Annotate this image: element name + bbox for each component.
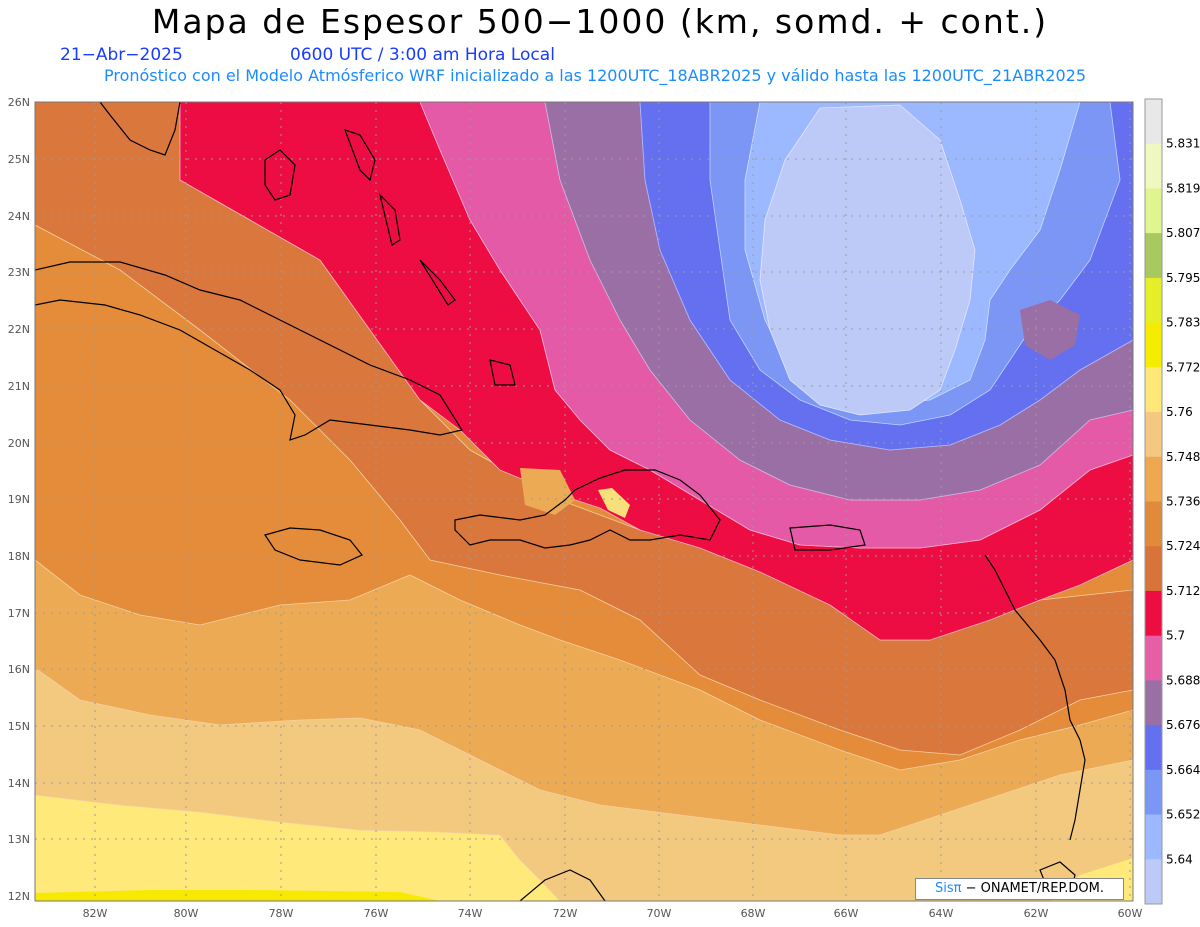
lon-tick-label: 82W	[83, 907, 108, 920]
colorbar-swatch	[1145, 188, 1162, 234]
credit-box: Sisπ − ONAMET/REP.DOM.	[915, 878, 1124, 900]
colorbar-label: 5.795	[1166, 271, 1200, 285]
colorbar-label: 5.7	[1166, 629, 1185, 643]
colorbar-label: 5.819	[1166, 181, 1200, 195]
lat-axis: 26N 25N 24N 23N 22N 21N 20N 19N 18N 17N …	[8, 96, 30, 903]
colorbar-label: 5.736	[1166, 495, 1200, 509]
small-yellow-cell	[598, 488, 630, 518]
colorbar-swatch	[1145, 367, 1162, 413]
colorbar-swatch	[1145, 814, 1162, 860]
lat-tick-label: 15N	[8, 720, 30, 733]
colorbar-swatch	[1145, 635, 1162, 681]
lat-tick-label: 23N	[8, 266, 30, 279]
lat-tick-label: 26N	[8, 96, 30, 109]
lat-tick-label: 12N	[8, 890, 30, 903]
lon-tick-label: 74W	[458, 907, 483, 920]
colorbar-swatch	[1145, 99, 1162, 145]
lat-tick-label: 13N	[8, 833, 30, 846]
lat-tick-label: 24N	[8, 210, 30, 223]
florida-coast	[99, 102, 181, 156]
bahamas-inagua	[489, 359, 516, 386]
colorbar-swatch	[1145, 590, 1162, 637]
colorbar-label: 5.807	[1166, 226, 1200, 240]
plot-frame	[34, 101, 1134, 902]
colorbar-swatch	[1145, 680, 1162, 726]
lat-tick-label: 21N	[8, 380, 30, 393]
colorbar-label: 5.772	[1166, 360, 1200, 374]
colorbar-swatch	[1145, 143, 1162, 189]
colorbar-swatch	[1145, 456, 1162, 502]
coastlines	[35, 102, 1086, 901]
colorbar-label: 5.64	[1166, 852, 1193, 866]
lon-tick-label: 78W	[269, 907, 294, 920]
colorbar-swatch	[1145, 546, 1162, 592]
colorbar-label: 5.652	[1166, 808, 1200, 822]
lat-tick-label: 17N	[8, 607, 30, 620]
colorbar-label: 5.748	[1166, 450, 1200, 464]
brand-logo-text: Sisπ	[934, 881, 962, 896]
colorbar-label: 5.664	[1166, 763, 1200, 777]
lon-tick-label: 60W	[1118, 907, 1143, 920]
lat-tick-label: 25N	[8, 153, 30, 166]
jamaica-coast	[264, 527, 363, 566]
small-purple-cell	[1020, 300, 1080, 360]
lat-tick-label: 19N	[8, 493, 30, 506]
credit-text: − ONAMET/REP.DOM.	[961, 881, 1104, 896]
colorbar-swatch	[1145, 769, 1162, 816]
thickness-field	[35, 102, 1133, 901]
colorbar-label: 5.831	[1166, 137, 1200, 151]
band-yellow-pale	[35, 794, 561, 901]
south-america-coast	[519, 869, 606, 901]
bahamas-exuma	[419, 259, 456, 306]
model-info: Pronóstico con el Modelo Atmósferico WRF…	[103, 66, 1086, 85]
band-lavender	[759, 104, 976, 416]
bahamas-eleuthera	[378, 193, 401, 246]
lat-tick-label: 18N	[8, 550, 30, 563]
colorbar-label: 5.724	[1166, 539, 1200, 553]
colorbar-label: 5.76	[1166, 405, 1193, 419]
graticule	[35, 102, 1133, 901]
colorbar-swatch	[1145, 277, 1162, 324]
lon-tick-label: 66W	[834, 907, 859, 920]
lon-tick-label: 64W	[929, 907, 954, 920]
puerto-rico-coast	[789, 524, 866, 551]
lat-tick-label: 22N	[8, 323, 30, 336]
colorbar-swatch	[1145, 725, 1162, 771]
lat-tick-label: 16N	[8, 663, 30, 676]
lon-tick-label: 70W	[647, 907, 672, 920]
lon-tick-label: 80W	[174, 907, 199, 920]
band-yellow	[35, 890, 440, 901]
lon-tick-label: 68W	[741, 907, 766, 920]
colorbar: 5.831 5.819 5.807 5.795 5.783 5.772 5.76 5.748 5…	[1144, 98, 1200, 905]
colorbar-label: 5.676	[1166, 718, 1200, 732]
bahamas-abaco	[343, 129, 376, 182]
bahamas-andros	[264, 149, 296, 201]
lon-axis: 82W 80W 78W 76W 74W 72W 70W 68W 66W 64W …	[83, 907, 1143, 920]
lat-tick-label: 20N	[8, 437, 30, 450]
colorbar-swatch	[1145, 322, 1162, 368]
colorbar-label: 5.712	[1166, 584, 1200, 598]
colorbar-frame	[1144, 98, 1163, 905]
lon-tick-label: 76W	[364, 907, 389, 920]
forecast-time: 0600 UTC / 3:00 am Hora Local	[290, 45, 555, 65]
lon-tick-label: 72W	[553, 907, 578, 920]
lesser-antilles	[984, 554, 1086, 841]
hispaniola-coast	[454, 469, 721, 549]
lon-tick-label: 62W	[1024, 907, 1049, 920]
cuba-coast	[35, 261, 463, 441]
forecast-date: 21−Abr−2025	[60, 45, 183, 65]
colorbar-swatch	[1145, 412, 1162, 458]
colorbar-label: 5.783	[1166, 316, 1200, 330]
map-title: Mapa de Espesor 500−1000 (km, somd. + co…	[151, 2, 1049, 41]
colorbar-label: 5.688	[1166, 673, 1200, 687]
colorbar-swatch	[1145, 859, 1162, 905]
colorbar-swatch	[1145, 233, 1162, 279]
colorbar-swatch	[1145, 501, 1162, 547]
lat-tick-label: 14N	[8, 777, 30, 790]
